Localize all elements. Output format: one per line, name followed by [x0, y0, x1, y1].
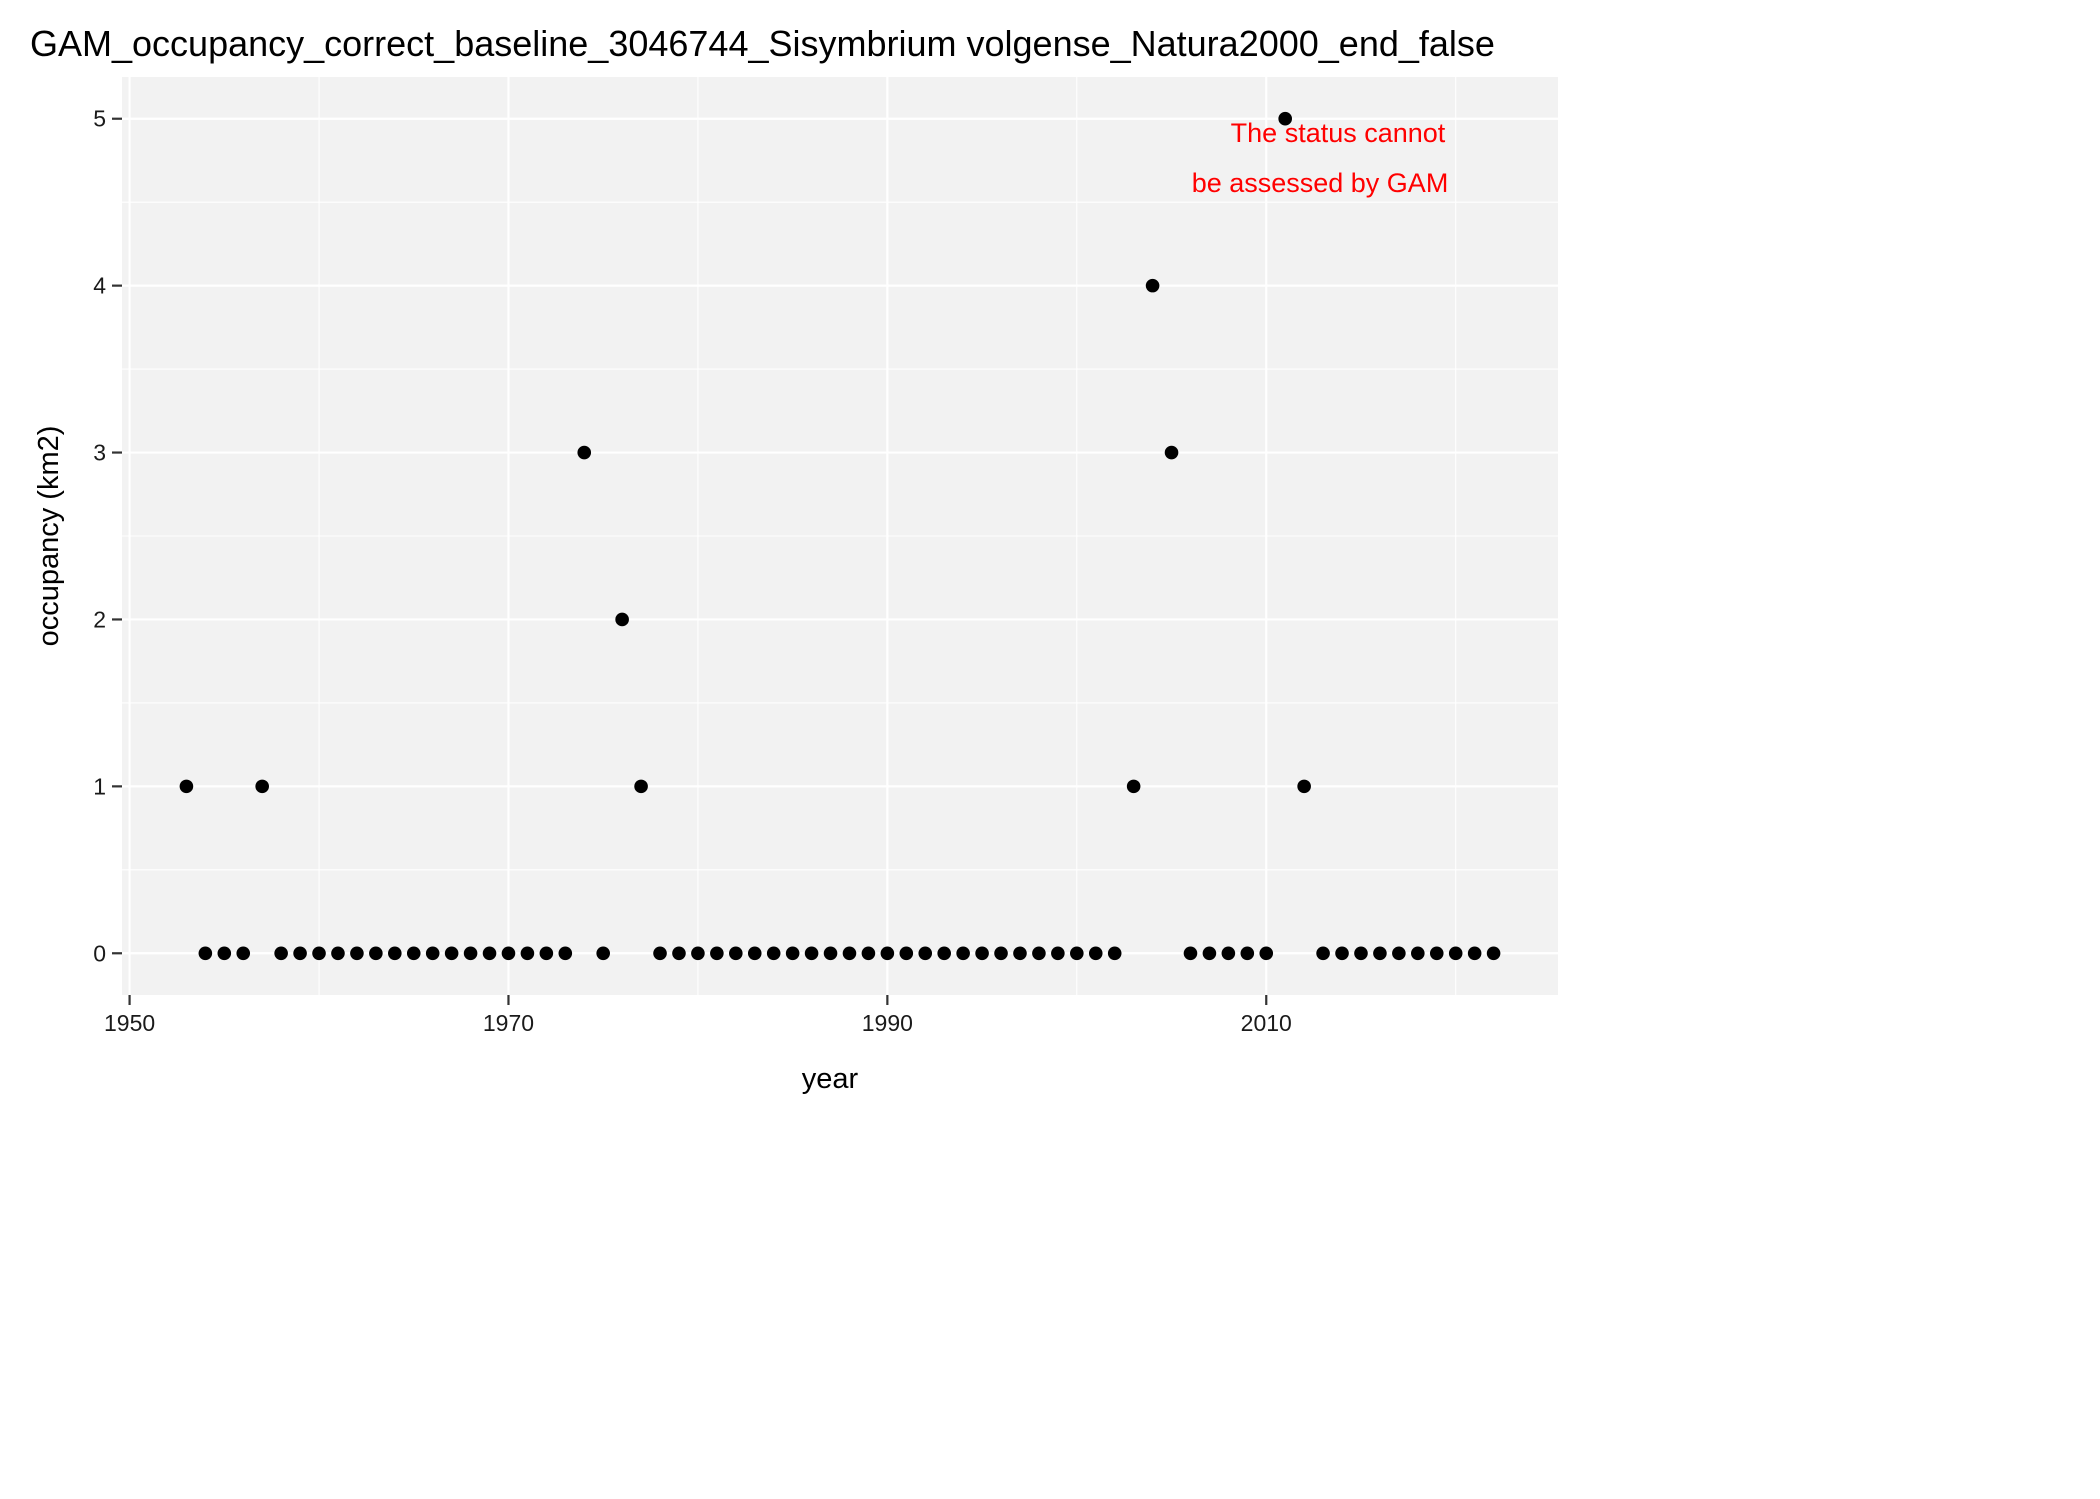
data-point-1976	[615, 612, 629, 627]
data-point-2019	[1429, 946, 1444, 961]
data-point-1995	[975, 946, 989, 961]
y-tick-label-1: 1	[93, 773, 106, 799]
annotation-line-1: The status cannot	[1231, 118, 1446, 148]
axis-ticks: 0 1 2 3 4 5 1950 1970 1990 2010	[93, 106, 1292, 1036]
x-axis-title: year	[802, 1063, 859, 1095]
data-point-2010	[1259, 946, 1274, 961]
data-point-2012	[1297, 779, 1311, 794]
data-points	[179, 111, 1501, 961]
data-point-1996	[994, 946, 1008, 961]
data-point-1967	[444, 946, 459, 961]
data-point-1991	[899, 946, 914, 961]
data-point-1973	[558, 946, 573, 961]
data-point-1960	[312, 946, 326, 961]
data-point-1987	[823, 946, 838, 961]
y-axis-title: occupancy (km2)	[33, 426, 65, 647]
data-point-1957	[255, 779, 269, 794]
data-point-1958	[274, 946, 288, 961]
data-point-1970	[501, 946, 516, 961]
y-tick-label-4: 4	[93, 273, 106, 299]
y-tick-label-2: 2	[93, 606, 106, 632]
x-tick-label-2: 1990	[862, 1010, 913, 1036]
data-point-1975	[596, 946, 610, 961]
data-point-1977	[634, 779, 648, 794]
data-point-1993	[937, 946, 951, 961]
data-point-1971	[520, 946, 535, 961]
data-point-2022	[1486, 946, 1501, 961]
data-point-1989	[861, 946, 876, 961]
data-point-1968	[463, 946, 478, 961]
status-annotation: The status cannot be assessed by GAM	[1192, 118, 1449, 198]
data-point-1965	[406, 946, 421, 961]
data-point-2009	[1240, 946, 1255, 961]
chart: GAM_occupancy_correct_baseline_3046744_S…	[30, 23, 1558, 1095]
data-point-1963	[369, 946, 383, 961]
y-tick-label-0: 0	[93, 940, 106, 966]
data-point-2017	[1392, 946, 1406, 961]
data-point-2008	[1221, 946, 1236, 961]
data-point-1999	[1051, 946, 1065, 961]
data-point-2016	[1373, 946, 1387, 961]
x-tick-label-1: 1970	[483, 1010, 534, 1036]
data-point-2018	[1411, 946, 1425, 961]
data-point-2014	[1335, 946, 1349, 961]
data-point-1962	[350, 946, 364, 961]
x-tick-label-0: 1950	[104, 1010, 155, 1036]
annotation-line-2: be assessed by GAM	[1192, 168, 1449, 198]
data-point-1979	[672, 946, 686, 961]
data-point-2007	[1202, 946, 1217, 961]
data-point-2020	[1448, 946, 1463, 961]
data-point-2003	[1126, 779, 1141, 794]
data-point-1981	[710, 946, 724, 961]
data-point-2005	[1164, 445, 1179, 460]
data-point-1994	[956, 946, 970, 961]
data-point-1998	[1032, 946, 1046, 961]
data-point-2000	[1070, 946, 1084, 961]
data-point-1972	[539, 946, 554, 961]
data-point-1986	[804, 946, 819, 961]
data-point-1953	[179, 779, 194, 794]
data-point-1997	[1013, 946, 1027, 961]
data-point-1990	[880, 946, 895, 961]
data-point-1961	[331, 946, 345, 961]
data-point-1959	[293, 946, 307, 961]
data-point-1982	[729, 946, 743, 961]
data-point-1985	[785, 946, 800, 961]
data-point-2013	[1316, 946, 1330, 961]
x-tick-label-3: 2010	[1241, 1010, 1292, 1036]
data-point-1954	[198, 946, 213, 961]
data-point-1988	[842, 946, 857, 961]
data-point-1974	[577, 445, 592, 460]
data-point-2015	[1354, 946, 1368, 961]
data-point-2021	[1467, 946, 1482, 961]
data-point-1978	[653, 946, 667, 961]
data-point-1992	[918, 946, 933, 961]
data-point-2004	[1145, 278, 1160, 293]
data-point-1966	[425, 946, 440, 961]
data-point-1983	[747, 946, 762, 961]
data-point-1980	[691, 946, 705, 961]
chart-title: GAM_occupancy_correct_baseline_3046744_S…	[30, 23, 1495, 64]
data-point-1969	[482, 946, 497, 961]
data-point-1956	[236, 946, 251, 961]
data-point-1984	[766, 946, 781, 961]
data-point-2011	[1278, 111, 1292, 126]
y-tick-label-3: 3	[93, 440, 106, 466]
data-point-1955	[217, 946, 232, 961]
data-point-2006	[1183, 946, 1198, 961]
data-point-2001	[1088, 946, 1103, 961]
y-tick-label-5: 5	[93, 106, 106, 132]
data-point-2002	[1107, 946, 1122, 961]
data-point-1964	[388, 946, 402, 961]
